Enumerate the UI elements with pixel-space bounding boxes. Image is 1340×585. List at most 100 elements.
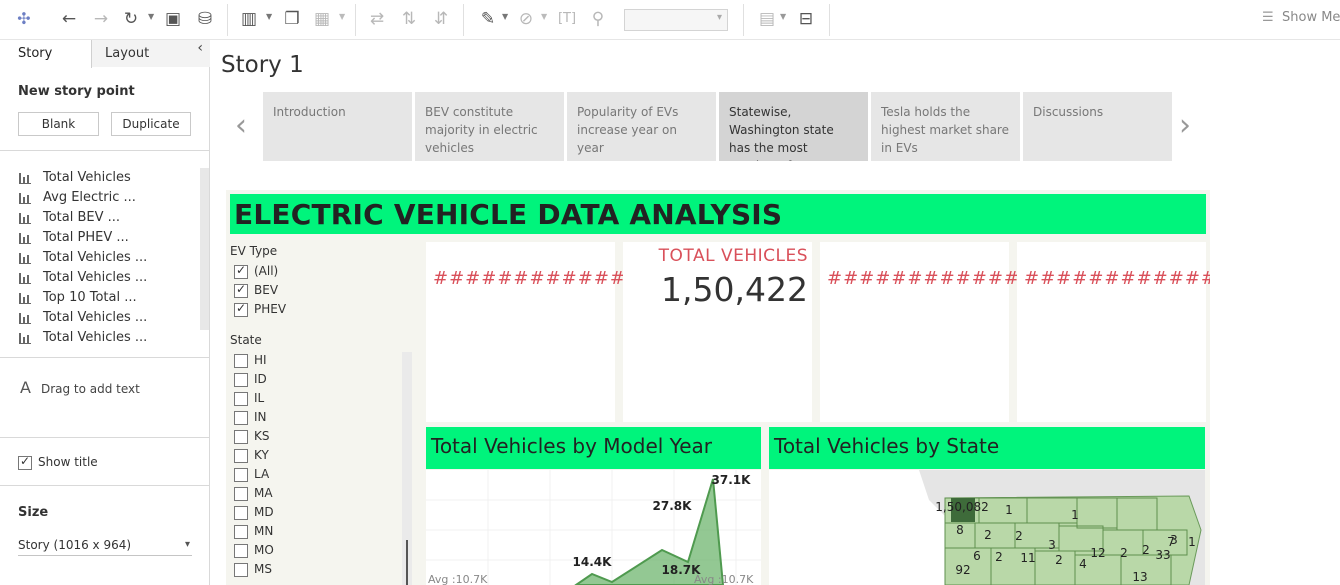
state-checkbox[interactable] [234, 505, 248, 520]
replay-icon[interactable]: ↻ [123, 9, 139, 29]
ev-type-option[interactable]: BEV [234, 282, 278, 298]
state-option[interactable]: MS [234, 562, 272, 577]
state-option[interactable]: IN [234, 410, 267, 425]
map-label: 92 [955, 563, 970, 577]
kpi-card[interactable]: ############## [820, 242, 1051, 422]
swap-icon[interactable]: ⇄ [369, 9, 385, 29]
story-point[interactable]: Popularity of EVs increase year on year [567, 92, 716, 161]
fit-dropdown[interactable] [624, 9, 728, 31]
sheet-item[interactable]: Total Vehicles ... [0, 328, 209, 348]
next-story-point-icon[interactable]: › [1179, 108, 1191, 143]
story-point[interactable]: Discussions [1023, 92, 1172, 161]
show-me-button[interactable]: ☰ Show Me [1262, 10, 1340, 25]
state-checkbox[interactable] [234, 410, 248, 425]
state-checkbox[interactable] [234, 524, 248, 539]
highlight-icon[interactable]: ✎ [480, 9, 496, 29]
story-point[interactable]: BEV constitute majority in electric vehi… [415, 92, 564, 161]
sidebar-divider [0, 357, 209, 358]
replay-dropdown-icon[interactable]: ▼ [148, 12, 155, 21]
story-title[interactable]: Story 1 [221, 52, 304, 78]
collapse-icon[interactable]: ‹ [197, 40, 203, 56]
tableau-logo-icon[interactable]: ✣ [17, 9, 31, 28]
state-checkbox[interactable] [234, 543, 248, 558]
pin-icon[interactable]: ⚲ [591, 9, 605, 29]
state-option[interactable]: HI [234, 353, 267, 368]
undo-icon[interactable]: ← [61, 9, 77, 29]
state-checkbox[interactable] [234, 467, 248, 482]
kpi-card[interactable]: ############## [1017, 242, 1210, 422]
state-option[interactable]: MA [234, 486, 273, 501]
ev-type-option[interactable]: (All) [234, 263, 278, 279]
story-canvas: Story 1 ‹ Introduction BEV constitute maj… [211, 40, 1226, 585]
state-filter-scroll-thumb[interactable] [406, 540, 408, 585]
new-worksheet-dropdown-icon[interactable]: ▼ [266, 12, 273, 21]
redo-icon[interactable]: → [93, 9, 109, 29]
sheet-item[interactable]: Total Vehicles ... [0, 268, 209, 288]
sheet-item[interactable]: Total BEV ... [0, 208, 209, 228]
kpi-card[interactable]: TOTAL VEHICLES 1,50,422 [623, 242, 812, 422]
state-checkbox[interactable] [234, 562, 248, 577]
sheet-item[interactable]: Top 10 Total ... [0, 288, 209, 308]
sheet-item[interactable]: Total Vehicles [0, 168, 209, 188]
tab-story[interactable]: Story [0, 40, 92, 68]
highlight-dropdown-icon[interactable]: ▼ [502, 12, 509, 21]
sheet-item[interactable]: Total Vehicles ... [0, 308, 209, 328]
state-option[interactable]: ID [234, 372, 267, 387]
state-filter-scrollbar[interactable] [402, 352, 412, 585]
state-checkbox[interactable] [234, 391, 248, 406]
group-icon[interactable]: ⊘ [518, 9, 534, 29]
ev-type-option[interactable]: PHEV [234, 301, 286, 317]
story-point[interactable]: Tesla holds the highest market share in … [871, 92, 1020, 161]
cards-dropdown-icon[interactable]: ▼ [780, 12, 787, 21]
cards-icon[interactable]: ▤ [758, 9, 776, 29]
save-icon[interactable]: ▣ [164, 9, 182, 29]
data-label: 27.8K [653, 499, 693, 513]
state-option[interactable]: MN [234, 524, 273, 539]
group-dropdown-icon[interactable]: ▼ [541, 12, 548, 21]
clear-icon[interactable]: ▦ [313, 9, 331, 29]
clear-dropdown-icon[interactable]: ▼ [339, 12, 346, 21]
state-checkbox[interactable] [234, 429, 248, 444]
sort-desc-icon[interactable]: ⇵ [433, 9, 449, 29]
sheet-list-scrollbar[interactable] [200, 168, 209, 330]
duplicate-button[interactable]: Duplicate [111, 112, 191, 136]
label-icon[interactable]: [T] [557, 11, 577, 26]
kpi-card[interactable]: ############## [426, 242, 657, 422]
ev-type-checkbox[interactable] [234, 263, 248, 279]
state-option[interactable]: MD [234, 505, 274, 520]
map-label: 12 [1090, 546, 1105, 560]
state-option[interactable]: KY [234, 448, 269, 463]
map-label: 1,50,082 [935, 500, 988, 514]
drag-to-add-text[interactable]: A Drag to add text [20, 378, 140, 397]
model-year-chart[interactable]: 14.4K 18.7K 27.8K 37.1K Avg :10.7K Avg :10.7K [426, 470, 761, 585]
story-point[interactable]: Introduction [263, 92, 412, 161]
presentation-icon[interactable]: ⊟ [798, 9, 814, 29]
story-point[interactable]: Statewise, Washington state has the most… [719, 92, 868, 161]
show-title-option[interactable]: Show title [18, 454, 98, 470]
state-option[interactable]: MO [234, 543, 274, 558]
duplicate-icon[interactable]: ❐ [284, 9, 300, 29]
state-option[interactable]: IL [234, 391, 264, 406]
ev-type-checkbox[interactable] [234, 282, 248, 298]
sort-asc-icon[interactable]: ⇅ [401, 9, 417, 29]
new-worksheet-icon[interactable]: ▥ [240, 9, 258, 29]
previous-story-point-icon[interactable]: ‹ [235, 108, 247, 143]
state-option[interactable]: KS [234, 429, 270, 444]
show-title-checkbox[interactable] [18, 454, 32, 470]
state-checkbox[interactable] [234, 486, 248, 501]
tab-layout[interactable]: Layout [92, 40, 210, 67]
blank-button[interactable]: Blank [18, 112, 99, 136]
size-select[interactable]: Story (1016 x 964) [18, 534, 192, 556]
state-checkbox[interactable] [234, 353, 248, 368]
state-checkbox[interactable] [234, 448, 248, 463]
state-map[interactable]: 1,50,082 1 1 8 2 2 3 6 2 11 2 4 12 2 2 33 7 3 1 92 13 [769, 470, 1205, 585]
state-option[interactable]: LA [234, 467, 269, 482]
sheet-item[interactable]: Total PHEV ... [0, 228, 209, 248]
sheet-item[interactable]: Avg Electric ... [0, 188, 209, 208]
toolbar-separator [355, 4, 356, 36]
ev-type-checkbox[interactable] [234, 301, 248, 317]
map-label: 2 [995, 550, 1003, 564]
new-datasource-icon[interactable]: ⛁ [197, 9, 213, 29]
state-checkbox[interactable] [234, 372, 248, 387]
sheet-item[interactable]: Total Vehicles ... [0, 248, 209, 268]
